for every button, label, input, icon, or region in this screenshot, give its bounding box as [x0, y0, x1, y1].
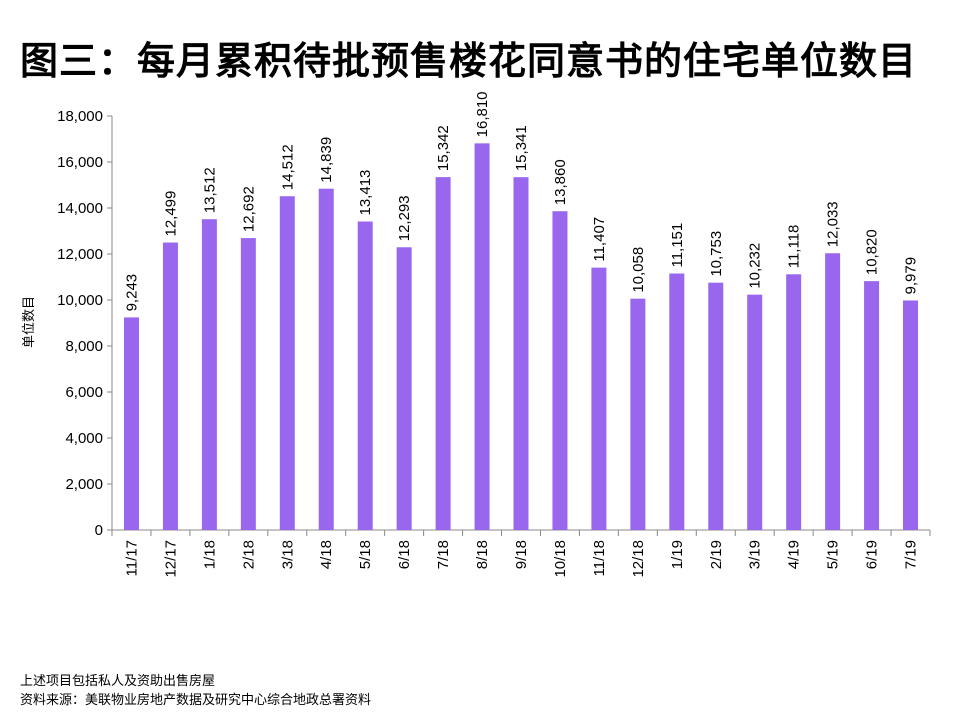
- chart-notes: 上述项目包括私人及资助出售房屋 资料来源：美联物业房地产数据及研究中心综合地政总…: [20, 672, 371, 710]
- x-tick-label: 6/19: [864, 540, 881, 569]
- y-tick-label: 2,000: [65, 476, 103, 493]
- x-tick-label: 11/17: [123, 540, 140, 576]
- bar: [240, 238, 256, 531]
- bar: [825, 253, 841, 530]
- y-tick-label: 8,000: [65, 338, 103, 355]
- chart-title: 图三：每月累积待批预售楼花同意书的住宅单位数目: [20, 39, 918, 83]
- bar: [591, 267, 607, 530]
- bar: [318, 188, 334, 530]
- bar: [357, 221, 373, 530]
- bar: [669, 273, 685, 530]
- x-tick-label: 1/19: [669, 540, 686, 569]
- data-label: 12,033: [825, 201, 842, 247]
- bar: [864, 281, 880, 530]
- bar: [786, 274, 802, 530]
- data-label: 16,810: [474, 91, 491, 137]
- x-tick-label: 2/19: [708, 540, 725, 569]
- data-label: 14,839: [318, 137, 335, 183]
- data-label: 12,293: [396, 195, 413, 241]
- data-label: 11,407: [591, 217, 608, 262]
- bar: [201, 219, 217, 530]
- note-scope: 上述项目包括私人及资助出售房屋: [20, 674, 216, 689]
- y-tick-label: 4,000: [65, 430, 103, 447]
- y-tick-label: 0: [95, 522, 103, 539]
- x-tick-label: 6/18: [396, 540, 413, 569]
- x-tick-label: 8/18: [474, 540, 491, 569]
- x-tick-label: 12/18: [630, 540, 647, 578]
- bar: [162, 242, 178, 530]
- bar: [630, 298, 646, 530]
- data-label: 11,118: [786, 225, 803, 269]
- y-tick-label: 16,000: [57, 154, 103, 171]
- data-label: 10,232: [747, 243, 764, 289]
- data-label: 10,820: [864, 229, 881, 275]
- x-tick-label: 9/18: [513, 540, 530, 569]
- bar: [435, 177, 451, 530]
- y-tick-label: 12,000: [57, 246, 103, 263]
- data-label: 11,151: [669, 223, 686, 268]
- x-tick-label: 11/18: [591, 540, 608, 576]
- bar: [474, 143, 490, 530]
- x-tick-label: 7/19: [903, 540, 920, 569]
- data-label: 9,979: [903, 257, 920, 295]
- bar: [708, 282, 724, 530]
- x-tick-label: 10/18: [552, 540, 569, 578]
- data-label: 13,512: [201, 167, 218, 213]
- note-source: 资料来源：美联物业房地产数据及研究中心综合地政总署资料: [20, 693, 372, 708]
- y-tick-label: 14,000: [57, 200, 103, 217]
- y-tick-label: 18,000: [57, 108, 103, 125]
- x-tick-label: 7/18: [435, 540, 452, 569]
- x-tick-label: 4/18: [318, 540, 335, 569]
- data-label: 9,243: [123, 274, 140, 312]
- x-tick-label: 1/18: [201, 540, 218, 569]
- bar: [123, 317, 139, 530]
- x-tick-label: 12/17: [162, 540, 179, 578]
- x-tick-label: 3/18: [279, 540, 296, 569]
- data-label: 14,512: [279, 144, 296, 190]
- bar: [747, 294, 763, 530]
- data-label: 15,341: [513, 125, 530, 171]
- y-tick-label: 10,000: [57, 292, 103, 309]
- bar: [396, 247, 412, 531]
- bar: [513, 177, 529, 531]
- data-label: 13,413: [357, 170, 374, 216]
- x-tick-label: 5/19: [825, 540, 842, 569]
- data-label: 12,499: [162, 191, 179, 237]
- y-tick-label: 6,000: [65, 384, 103, 401]
- bar: [552, 211, 568, 530]
- x-tick-label: 3/19: [747, 540, 764, 569]
- data-label: 10,058: [630, 247, 647, 293]
- data-label: 13,860: [552, 159, 569, 205]
- data-label: 15,342: [435, 125, 452, 171]
- bar: [903, 300, 919, 530]
- x-tick-label: 2/18: [240, 540, 257, 569]
- x-tick-label: 5/18: [357, 540, 374, 569]
- bar: [279, 196, 295, 530]
- data-label: 12,692: [240, 186, 257, 232]
- data-label: 10,753: [708, 231, 725, 277]
- y-axis-label: 单位数目: [21, 296, 36, 348]
- x-tick-label: 4/19: [786, 540, 803, 569]
